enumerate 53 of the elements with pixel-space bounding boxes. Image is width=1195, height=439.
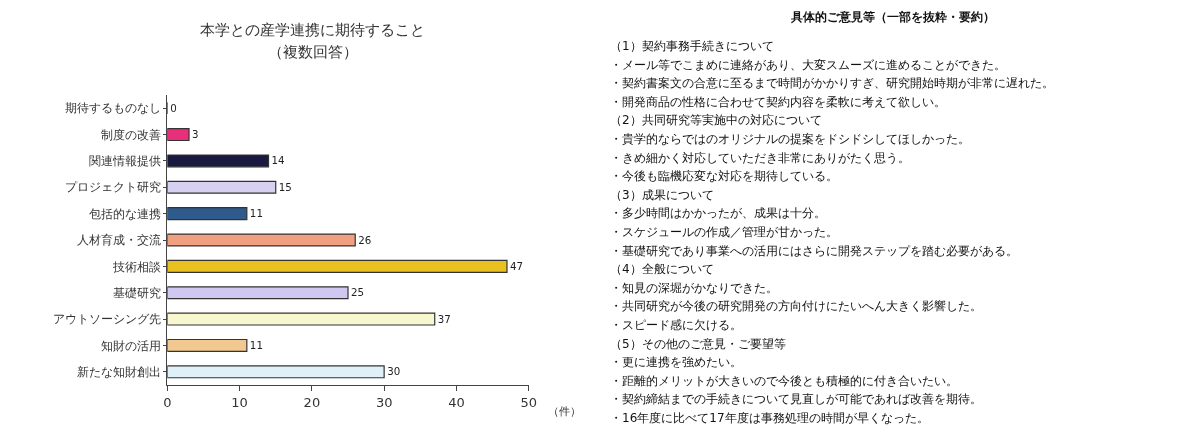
data-label: 30 — [387, 365, 401, 378]
data-label: 11 — [249, 339, 263, 352]
data-label: 15 — [278, 180, 292, 193]
text: ・メール等でこまめに連絡があり、大変スムーズに進めることができた。 — [610, 58, 1006, 72]
x-tick-label: 50 — [520, 394, 537, 410]
data-label: 0 — [170, 101, 177, 114]
y-tick-label: 技術相談 — [111, 259, 161, 274]
text: ・契約書案文の合意に至るまで時間がかかりすぎ、研究開始時期が非常に遅れた。 — [610, 76, 1054, 90]
chart-title: 本学との産学連携に期待すること — [200, 21, 425, 39]
chart-subtitle: （複数回答） — [268, 43, 358, 61]
text: ・スケジュールの作成／管理が甘かった。 — [610, 225, 838, 239]
text: ・16年度に比べて17年度は事務処理の時間が早くなった。 — [610, 411, 929, 425]
y-tick-label: 新たな知財創出 — [76, 365, 161, 380]
y-tick-label: 関連情報提供 — [88, 154, 161, 169]
text: （1）契約事務手続きについて — [610, 39, 774, 53]
data-label: 3 — [192, 128, 199, 141]
text: ・更に連携を強めたい。 — [610, 355, 742, 369]
y-tick-label: 包括的な連携 — [88, 206, 161, 221]
y-tick-label: 基礎研究 — [112, 285, 161, 300]
text: （3）成果について — [610, 188, 714, 202]
y-tick-label: 人材育成・交流 — [76, 233, 161, 248]
text: ・契約締結までの手続きについて見直しが可能であれば改善を期待。 — [610, 392, 982, 406]
text: ・スピード感に欠ける。 — [610, 318, 742, 332]
x-tick-label: 10 — [231, 394, 248, 410]
y-tick-label: 期待するものなし — [64, 101, 161, 116]
x-tick-label: 30 — [375, 394, 393, 410]
data-label: 11 — [249, 207, 263, 220]
text: ・きめ細かく対応していただき非常にありがたく思う。 — [610, 151, 910, 165]
text: ・貴学的ならではのオリジナルの提案をドシドシしてほしかった。 — [610, 132, 970, 146]
y-tick-label: アウトソーシング先 — [52, 312, 161, 327]
x-tick-label: 20 — [303, 394, 321, 410]
text: （5）その他のご意見・ご要望等 — [610, 337, 786, 351]
data-label: 47 — [510, 259, 524, 272]
text: 具体的ご意見等（一部を抜粋・要約） — [790, 10, 995, 24]
data-label: 37 — [437, 312, 451, 325]
text: ・開発商品の性格に合わせて契約内容を柔軟に考えて欲しい。 — [610, 95, 946, 109]
data-label: 14 — [271, 154, 285, 167]
x-tick-label: 0 — [163, 394, 172, 410]
text: ・知見の深堀がかなりできた。 — [610, 281, 778, 295]
y-tick-label: 制度の改善 — [100, 127, 161, 142]
text: （2）共同研究等実施中の対応について — [610, 113, 822, 127]
text: ・基礎研究であり事業への活用にはさらに開発ステップを踏む必要がある。 — [610, 244, 1018, 258]
y-tick-label: 知財の活用 — [100, 338, 161, 353]
text: ・距離的メリットが大きいので今後とも積極的に付き合いたい。 — [610, 374, 958, 388]
data-label: 25 — [351, 286, 365, 299]
text: ・多少時間はかかったが、成果は十分。 — [610, 206, 826, 220]
text: （4）全般について — [610, 262, 714, 276]
y-tick-label: プロジェクト研究 — [64, 180, 161, 195]
data-label: 26 — [358, 233, 372, 246]
x-tick-label: 40 — [448, 394, 465, 410]
x-axis-title: （件） — [548, 405, 581, 418]
text: ・共同研究が今後の研究開発の方向付けにたいへん大きく影響した。 — [610, 299, 982, 313]
text: ・今後も臨機応変な対応を期待している。 — [610, 169, 838, 183]
